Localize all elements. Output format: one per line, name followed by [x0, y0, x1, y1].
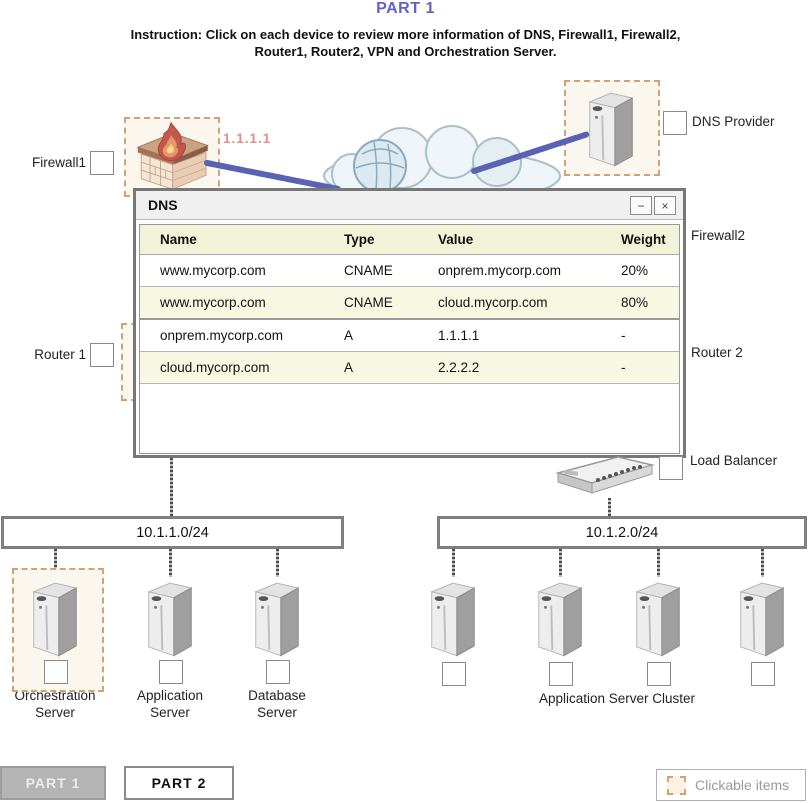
load-balancer-icon [552, 449, 656, 501]
instruction-line-1: Instruction: Click on each device to rev… [130, 27, 681, 42]
table-cell: cloud.mycorp.com [140, 351, 343, 384]
orchestration-server-checkbox[interactable] [44, 660, 68, 684]
cluster-server-icon [424, 576, 482, 658]
table-cell: 1.1.1.1 [437, 318, 617, 352]
load-balancer-checkbox[interactable] [659, 456, 683, 480]
connector-lb-subnet2 [608, 498, 611, 516]
close-icon[interactable]: × [654, 196, 676, 215]
part2-button[interactable]: PART 2 [124, 766, 234, 800]
router2-label: Router 2 [691, 345, 743, 360]
dns-provider-checkbox[interactable] [663, 111, 687, 135]
table-row: www.mycorp.com CNAME cloud.mycorp.com 80% [140, 286, 679, 320]
page-title: PART 1 [376, 0, 435, 17]
table-cell: CNAME [343, 254, 437, 287]
dns-records-table: Name Type Value Weight www.mycorp.com CNA… [139, 224, 680, 454]
cluster-server-checkbox[interactable] [442, 662, 466, 686]
column-header-value: Value [437, 225, 617, 255]
table-cell: A [343, 318, 437, 352]
connector-server [169, 549, 172, 577]
database-server-icon [248, 576, 306, 658]
table-cell: - [617, 351, 679, 384]
table-cell: A [343, 351, 437, 384]
subnet-right-label: 10.1.2.0/24 [585, 524, 659, 541]
subnet-right-box: 10.1.2.0/24 [437, 516, 807, 549]
clickable-items-legend: Clickable items [656, 769, 806, 801]
connector-server [54, 549, 57, 577]
application-server-label: Application Server [136, 688, 204, 720]
table-cell: www.mycorp.com [140, 254, 343, 287]
table-cell: onprem.mycorp.com [437, 254, 617, 287]
orchestration-server-label: Orchestration Server [14, 688, 96, 720]
clickable-items-label: Clickable items [695, 777, 790, 793]
subnet-left-label: 10.1.1.0/24 [136, 524, 209, 541]
table-cell: 80% [617, 286, 679, 320]
cluster-server-icon [733, 576, 791, 658]
connector-server [761, 549, 764, 577]
column-header-name: Name [140, 225, 343, 255]
clickable-item-sample-icon [667, 776, 686, 795]
cluster-server-checkbox[interactable] [647, 662, 671, 686]
firewall1-ip-label: 1.1.1.1 [223, 131, 272, 146]
firewall1-label: Firewall1 [31, 155, 86, 170]
table-row: onprem.mycorp.com A 1.1.1.1- [140, 318, 679, 352]
table-cell: 20% [617, 254, 679, 287]
table-cell: - [617, 318, 679, 352]
connector-server [276, 549, 279, 577]
firewall1-clickable-area[interactable] [124, 117, 220, 197]
router1-label: Router 1 [34, 347, 86, 362]
table-row: www.mycorp.com CNAME onprem.mycorp.com 20% [140, 254, 679, 287]
cluster-server-checkbox[interactable] [751, 662, 775, 686]
column-header-weight: Weight [617, 225, 679, 255]
part1-button[interactable]: PART 1 [0, 766, 106, 800]
firewall2-label: Firewall2 [691, 228, 746, 243]
router1-checkbox[interactable] [90, 343, 114, 367]
orchestration-server-icon [26, 576, 84, 658]
cluster-label: Application Server Cluster [538, 691, 696, 706]
column-header-type: Type [343, 225, 437, 255]
firewall-icon [129, 121, 218, 191]
table-row: cloud.mycorp.com A 2.2.2.2- [140, 351, 679, 384]
dialog-title: DNS [148, 197, 178, 213]
load-balancer-label: Load Balancer [690, 453, 778, 468]
connector-server [452, 549, 455, 577]
dns-provider-label: DNS Provider [692, 114, 775, 129]
dns-table-body: www.mycorp.com CNAME onprem.mycorp.com 20% w… [140, 254, 679, 384]
database-server-checkbox[interactable] [266, 660, 290, 684]
table-header-row: Name Type Value Weight [140, 225, 679, 255]
application-server-checkbox[interactable] [159, 660, 183, 684]
table-cell: CNAME [343, 286, 437, 320]
connector-server [559, 549, 562, 577]
dns-provider-clickable-area[interactable] [564, 80, 660, 176]
table-cell: onprem.mycorp.com [140, 318, 343, 352]
subnet-left-box: 10.1.1.0/24 [1, 516, 344, 549]
dns-server-icon [582, 86, 658, 168]
table-cell: www.mycorp.com [140, 286, 343, 320]
firewall1-checkbox[interactable] [90, 151, 114, 175]
cluster-server-icon [531, 576, 589, 658]
dialog-titlebar[interactable]: DNS − × [136, 191, 683, 220]
dns-dialog-window: DNS − × Name Type Value Weight www.mycor… [133, 188, 686, 458]
table-cell: 2.2.2.2 [437, 351, 617, 384]
cluster-server-icon [629, 576, 687, 658]
connector-router1-subnet1 [170, 458, 173, 516]
cluster-server-checkbox[interactable] [549, 662, 573, 686]
database-server-label: Database Server [248, 688, 306, 720]
minimize-icon[interactable]: − [630, 196, 652, 215]
instruction-line-2: Router1, Router2, VPN and Orchestration … [254, 44, 557, 59]
table-cell: cloud.mycorp.com [437, 286, 617, 320]
connector-server [657, 549, 660, 577]
application-server-icon [141, 576, 199, 658]
internet-cloud-icon [292, 124, 592, 196]
